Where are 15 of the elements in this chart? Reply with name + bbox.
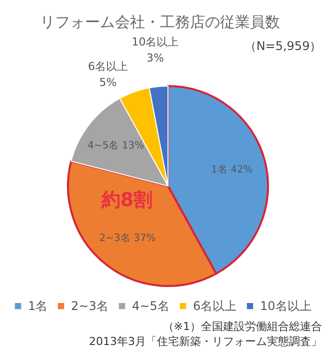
- data-label: 6名以上 5%: [88, 60, 128, 89]
- legend-label: 6名以上: [193, 299, 237, 314]
- data-label: 4~5名 13%: [88, 140, 144, 152]
- legend-label: 2~3名: [71, 299, 108, 314]
- data-label: 10名以上 3%: [132, 36, 179, 65]
- data-label: 2~3名 37%: [99, 232, 156, 244]
- legend-label: 4~5名: [132, 299, 170, 314]
- legend-label: 1名: [28, 299, 48, 314]
- text: 2013年3月「住宅新築・リフォーム実態調査」: [89, 335, 322, 348]
- data-label: 1名 42%: [211, 164, 253, 176]
- chart-subtitle: （N=5,959）: [244, 39, 322, 53]
- text: （※1）全国建設労働組合総連合: [162, 320, 322, 333]
- text: 約8割: [100, 189, 153, 211]
- chart-title: リフォーム会社・工務店の従業員数: [40, 13, 280, 31]
- legend-label: 10名以上: [260, 299, 312, 314]
